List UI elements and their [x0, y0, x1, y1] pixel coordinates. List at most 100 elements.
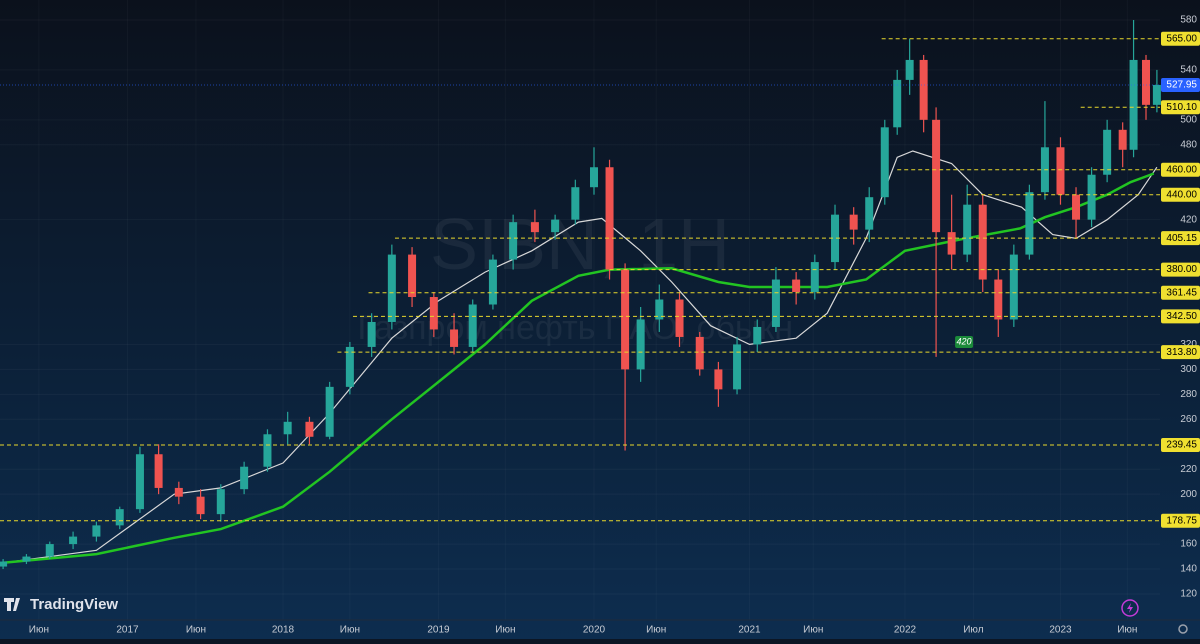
level-label: 342.50 — [1166, 311, 1197, 322]
candle-body — [605, 167, 614, 270]
level-label: 405.15 — [1166, 233, 1197, 244]
x-tick-label: Июн — [495, 625, 515, 636]
y-tick-label: 480 — [1180, 139, 1197, 150]
y-tick-label: 120 — [1180, 589, 1197, 600]
candle-body — [69, 536, 78, 545]
candle-body — [1103, 129, 1112, 175]
current-price-box — [1161, 77, 1200, 92]
settings-icon[interactable] — [1178, 624, 1188, 634]
candle-body — [919, 59, 928, 120]
level-label: 440.00 — [1166, 189, 1197, 200]
candle-body — [714, 369, 723, 390]
candle-body — [1129, 59, 1138, 150]
candle-body — [509, 222, 518, 260]
y-tick-label: 260 — [1180, 414, 1197, 425]
y-tick-label: 200 — [1180, 489, 1197, 500]
x-tick-label: 2021 — [738, 625, 761, 636]
candle-body — [792, 279, 801, 293]
level-label-box — [1161, 162, 1200, 177]
candle-body — [115, 509, 124, 526]
alert-bolt — [1127, 603, 1133, 613]
level-label-box — [1161, 437, 1200, 452]
candle-body — [675, 299, 684, 337]
candle-body — [1056, 147, 1065, 195]
candle-body — [636, 319, 645, 370]
candle-body — [994, 279, 1003, 320]
level-label: 460.00 — [1166, 164, 1197, 175]
annotation-box — [955, 335, 974, 348]
candle-body — [1009, 254, 1018, 320]
alert-icon[interactable] — [1121, 599, 1139, 617]
candle-body — [345, 346, 354, 387]
candle-body — [865, 197, 874, 230]
candle-body — [621, 269, 630, 370]
current-price-label: 527.95 — [1166, 80, 1197, 91]
x-tick-label: Июн — [803, 625, 823, 636]
level-label: 313.80 — [1166, 347, 1197, 358]
x-tick-label: Июн — [1117, 625, 1137, 636]
plot-area: 420 — [0, 20, 1161, 570]
candle-body — [530, 222, 539, 233]
level-label-box — [1161, 345, 1200, 360]
level-label: 361.45 — [1166, 287, 1197, 298]
y-tick-label: 420 — [1180, 214, 1197, 225]
watermark-subtitle: Газпром нефть ПАО, обыкн. — [358, 309, 803, 347]
candle-body — [367, 321, 376, 347]
y-tick-label: 300 — [1180, 364, 1197, 375]
candle-body — [305, 421, 314, 437]
candle-body — [589, 167, 598, 188]
level-label-box — [1161, 31, 1200, 46]
y-tick-label: 140 — [1180, 564, 1197, 575]
level-label-box — [1161, 309, 1200, 324]
candle-body — [849, 214, 858, 230]
candle-body — [325, 386, 334, 437]
candle-body — [831, 214, 840, 263]
candle-body — [216, 489, 225, 515]
x-tick-label: 2017 — [116, 625, 139, 636]
x-tick-label: Июн — [340, 625, 360, 636]
candle-body — [263, 434, 272, 467]
y-tick-label: 220 — [1180, 464, 1197, 475]
candle-body — [468, 304, 477, 347]
level-label: 565.00 — [1166, 33, 1197, 44]
candle-body — [22, 556, 31, 562]
candle-body — [695, 336, 704, 370]
y-tick-label: 540 — [1180, 65, 1197, 76]
candle-body — [387, 254, 396, 322]
candle-body — [196, 496, 205, 515]
candle-body — [932, 119, 941, 233]
logo-icon — [4, 598, 20, 611]
candle-body — [1087, 174, 1096, 220]
level-label-box — [1161, 231, 1200, 246]
y-tick-label: 320 — [1180, 339, 1197, 350]
x-tick-label: Июн — [646, 625, 666, 636]
candle-body — [488, 259, 497, 305]
candle-body — [429, 297, 438, 330]
y-tick-label: 280 — [1180, 389, 1197, 400]
x-tick-label: 2019 — [427, 625, 450, 636]
candle-body — [1118, 129, 1127, 150]
candle-body — [1072, 194, 1081, 220]
level-label: 510.10 — [1166, 102, 1197, 113]
candle-body — [963, 204, 972, 255]
x-tick-label: Июн — [186, 625, 206, 636]
level-label-box — [1161, 100, 1200, 115]
candle-body — [978, 204, 987, 280]
candle-body — [1152, 84, 1161, 105]
candle-body — [240, 466, 249, 490]
brand-logo[interactable]: TradingView — [4, 596, 118, 613]
candle-body — [45, 544, 54, 557]
level-label-box — [1161, 262, 1200, 277]
candle-body — [1142, 59, 1151, 105]
level-label: 178.75 — [1166, 515, 1197, 526]
candle-body — [947, 232, 956, 255]
candle-body — [771, 279, 780, 327]
candle-body — [733, 344, 742, 390]
x-tick-label: 2018 — [272, 625, 295, 636]
candle-body — [655, 299, 664, 320]
candle-body — [135, 454, 144, 510]
y-tick-label: 160 — [1180, 539, 1197, 550]
candle-body — [551, 219, 560, 233]
